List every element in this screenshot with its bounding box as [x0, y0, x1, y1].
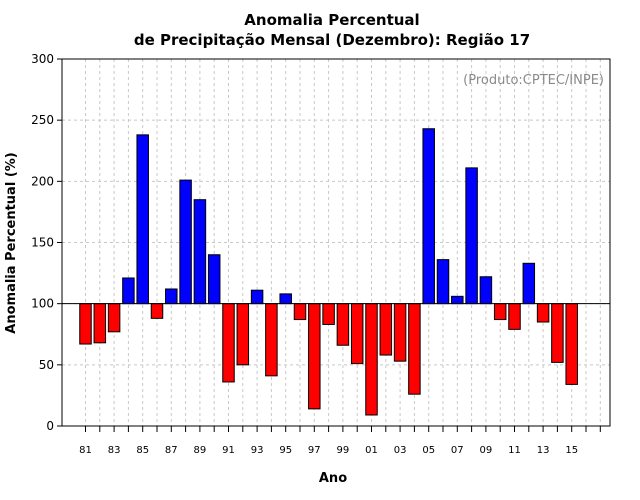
bar-1992	[236, 303, 250, 366]
bar-1991	[222, 303, 235, 383]
x-tick-label: 11	[508, 445, 521, 456]
grid-lines	[62, 59, 610, 426]
bar-2003	[393, 303, 407, 362]
bar-2007	[451, 295, 464, 305]
x-tick-label: 01	[365, 445, 378, 456]
bar-2001	[365, 303, 378, 416]
x-tick-label: 93	[251, 445, 264, 456]
bar-2011	[508, 303, 521, 330]
bar-2004	[408, 303, 421, 395]
x-tick-label: 97	[308, 445, 321, 456]
bar-2012	[522, 262, 536, 305]
x-tick-label: 03	[394, 445, 407, 456]
bar-1985	[136, 134, 149, 305]
bar-2013	[536, 303, 550, 323]
bar-1998	[322, 303, 335, 325]
bar-1994	[265, 303, 278, 377]
bars	[79, 128, 578, 416]
x-tick-label: 83	[108, 445, 121, 456]
bar-1987	[165, 288, 178, 305]
chart-title: Anomalia Percentual	[244, 11, 419, 29]
y-tick-label: 150	[31, 236, 54, 250]
x-tick-label: 99	[337, 445, 350, 456]
credit-text: (Produto:CPTEC/INPE)	[463, 73, 604, 88]
x-tick-label: 09	[480, 445, 493, 456]
y-tick-label: 200	[31, 174, 54, 188]
bar-2005	[422, 128, 435, 305]
bar-1997	[308, 303, 321, 410]
x-tick-label: 87	[165, 445, 178, 456]
y-tick-label: 250	[31, 113, 54, 127]
y-axis: 0 50 100 150 200 250 300	[31, 52, 62, 433]
bar-2014	[551, 303, 564, 363]
bar-2010	[493, 303, 507, 321]
bar-1986	[150, 303, 164, 319]
bar-2008	[465, 167, 478, 305]
x-tick-label: 13	[537, 445, 550, 456]
bar-2000	[350, 303, 364, 365]
y-tick-label: 0	[46, 419, 54, 433]
y-tick-label: 100	[31, 297, 54, 311]
bar-1995	[279, 293, 292, 305]
bar-1984	[122, 277, 135, 305]
bar-2006	[436, 259, 450, 305]
bar-1993	[250, 289, 264, 305]
bar-1990	[207, 254, 221, 305]
bar-1982	[93, 303, 107, 344]
bar-1996	[293, 303, 307, 321]
bar-2002	[379, 303, 393, 356]
bar-1999	[336, 303, 350, 346]
x-tick-label: 85	[136, 445, 149, 456]
x-tick-label: 05	[422, 445, 435, 456]
x-tick-label: 91	[222, 445, 235, 456]
bar-2015	[565, 303, 578, 385]
x-axis-label: Ano	[319, 471, 347, 486]
chart-subtitle: de Precipitação Mensal (Dezembro): Regiã…	[134, 31, 530, 49]
x-tick-label: 89	[194, 445, 207, 456]
bar-2009	[479, 276, 493, 305]
x-tick-label: 15	[565, 445, 578, 456]
x-tick-label: 95	[279, 445, 292, 456]
y-tick-label: 300	[31, 52, 54, 66]
bar-1988	[179, 179, 192, 305]
x-tick-label: 07	[451, 445, 464, 456]
x-tick-label: 81	[79, 445, 92, 456]
bar-1981	[79, 303, 92, 345]
bar-1989	[193, 199, 207, 305]
y-tick-label: 50	[39, 358, 54, 372]
y-axis-label: Anomalia Percentual (%)	[4, 152, 19, 333]
bar-1983	[107, 303, 121, 333]
x-axis: 81 83 85 87 89 91 93 95 97 99 01 03 05 07 09 11 13 15	[79, 426, 601, 456]
